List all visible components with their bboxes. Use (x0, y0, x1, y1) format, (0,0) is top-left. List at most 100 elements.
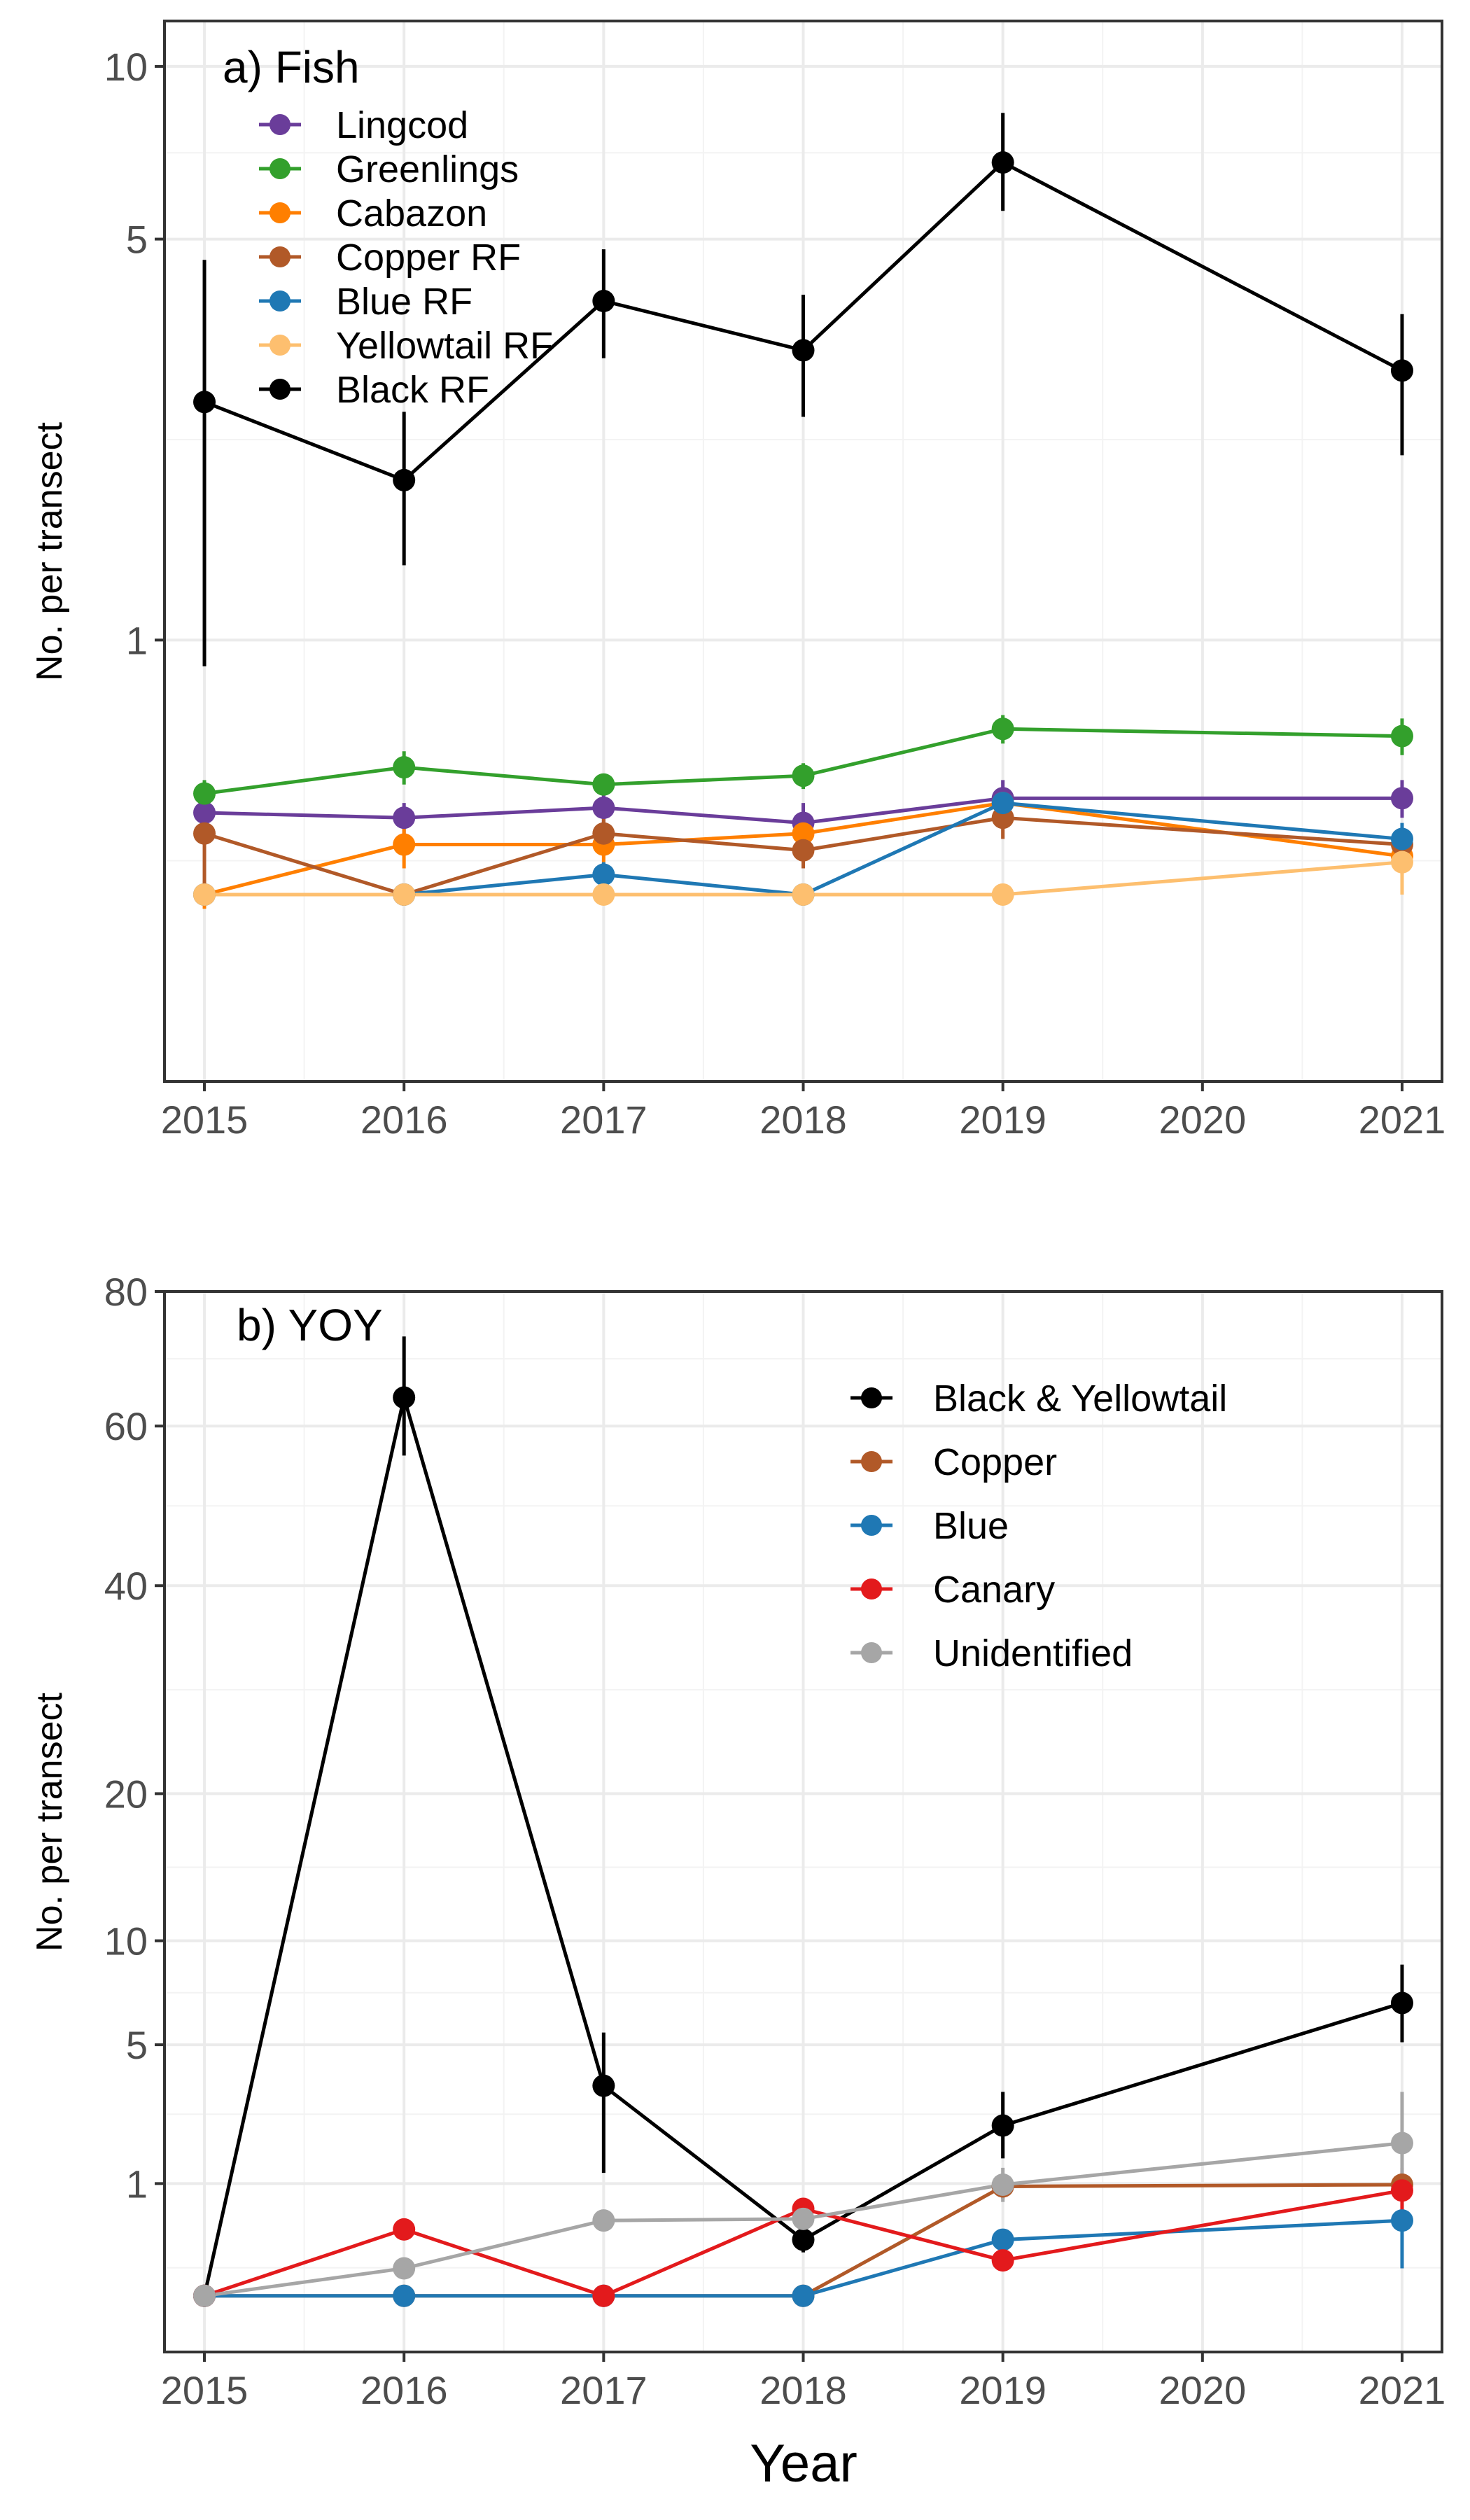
b-y-tick-label: 20 (104, 1772, 148, 1816)
a-legend-key-greenlings (270, 158, 290, 179)
a-point-blue-rf (592, 863, 615, 886)
b-point-unidentified (792, 2207, 815, 2230)
b-y-tick-label: 1 (126, 2162, 148, 2206)
a-legend-label-black-rf: Black RF (336, 369, 489, 411)
b-point-blue (991, 2228, 1014, 2251)
panel-a-title: a) Fish (223, 42, 360, 92)
b-x-tick-label: 2018 (760, 2368, 847, 2412)
a-y-tick-label: 5 (126, 218, 148, 262)
b-series-line-unidentified (204, 2141, 1403, 2298)
a-series-line-cabazon (204, 801, 1403, 897)
b-x-tick-label: 2015 (161, 2368, 248, 2412)
b-legend-key-black-and-yellowtail (861, 1387, 882, 1408)
b-legend-label-unidentified: Unidentified (933, 1632, 1133, 1674)
a-point-greenlings (193, 782, 216, 805)
b-series-line-black-and-yellowtail (202, 1395, 1403, 2297)
b-legend-key-unidentified (861, 1642, 882, 1663)
a-point-greenlings (1390, 724, 1413, 748)
b-point-unidentified (393, 2257, 416, 2280)
b-point-blue (393, 2284, 416, 2307)
b-y-tick-label: 80 (104, 1270, 148, 1314)
b-point-black-and-yellowtail (991, 2114, 1014, 2137)
b-point-blue (1390, 2209, 1413, 2232)
a-legend-label-greenlings: Greenlings (336, 148, 519, 190)
panel-b-title: b) YOY (237, 1300, 383, 1350)
a-legend-label-lingcod: Lingcod (336, 104, 468, 146)
panel-a-fish: 1 5 10 2015 2016 2017 2018 2019 2020 2021 a) Fis… (29, 20, 1446, 1142)
a-point-greenlings (991, 718, 1014, 741)
panel-b-y-axis-label: No. per transect (29, 1692, 70, 1951)
a-series-line-black-rf (204, 160, 1404, 482)
b-legend-key-blue (861, 1515, 882, 1536)
a-legend-label-copper-rf: Copper RF (336, 237, 521, 279)
b-point-black-and-yellowtail (1390, 1991, 1413, 2015)
a-point-yellowtail-rf (1390, 850, 1413, 874)
a-point-lingcod (193, 802, 216, 825)
a-point-cabazon (792, 822, 815, 845)
a-x-tick-label: 2018 (760, 1098, 847, 1142)
a-point-lingcod (393, 806, 416, 830)
a-x-tick-label: 2016 (360, 1098, 448, 1142)
panel-a-y-axis-label: No. per transect (29, 421, 70, 680)
b-y-tick-label: 5 (126, 2023, 148, 2067)
a-point-black-rf (792, 339, 815, 362)
a-point-greenlings (393, 756, 416, 779)
b-y-tick-label: 10 (104, 1919, 148, 1963)
a-point-yellowtail-rf (991, 883, 1014, 906)
a-x-tick-label: 2017 (560, 1098, 648, 1142)
x-axis-label: Year (750, 2434, 858, 2493)
a-point-black-rf (991, 151, 1014, 174)
b-point-black-and-yellowtail (592, 2074, 615, 2097)
b-point-unidentified (592, 2209, 615, 2232)
a-point-blue-rf (991, 792, 1014, 815)
a-point-yellowtail-rf (193, 883, 216, 906)
a-point-copper-rf (592, 822, 615, 845)
b-point-blue (792, 2284, 815, 2307)
a-legend-key-lingcod (270, 114, 290, 135)
a-point-black-rf (193, 391, 216, 414)
b-y-tick-label: 40 (104, 1564, 148, 1608)
a-point-lingcod (592, 797, 615, 820)
b-legend-key-copper (861, 1451, 882, 1472)
b-legend-label-black-and-yellowtail: Black & Yellowtail (933, 1378, 1227, 1420)
a-legend-key-yellowtail-rf (270, 335, 290, 356)
panel-b-legend: Black & Yellowtail Copper Blue Canary Uniden… (850, 1378, 1227, 1674)
b-point-canary (393, 2218, 416, 2241)
a-legend-key-blue-rf (270, 290, 290, 312)
b-legend-label-canary: Canary (933, 1569, 1055, 1611)
a-series-line-greenlings (204, 727, 1403, 796)
a-point-black-rf (1390, 359, 1413, 382)
b-y-tick-label: 60 (104, 1404, 148, 1448)
a-legend-label-cabazon: Cabazon (336, 192, 487, 234)
b-x-tick-label: 2017 (560, 2368, 648, 2412)
b-legend-label-copper: Copper (933, 1441, 1057, 1483)
a-legend-key-cabazon (270, 202, 290, 223)
a-point-yellowtail-rf (792, 883, 815, 906)
b-x-tick-label: 2016 (360, 2368, 448, 2412)
b-point-unidentified (991, 2173, 1014, 2196)
a-legend-key-copper-rf (270, 246, 290, 267)
a-legend-label-yellowtail-rf: Yellowtail RF (336, 325, 553, 367)
b-series-line-canary (204, 2188, 1403, 2298)
a-x-tick-label: 2015 (161, 1098, 248, 1142)
a-point-greenlings (792, 764, 815, 788)
b-point-unidentified (193, 2284, 216, 2307)
b-x-tick-label: 2019 (959, 2368, 1046, 2412)
a-series-line-copper-rf (204, 816, 1403, 897)
a-legend-key-black-rf (270, 379, 290, 400)
b-point-unidentified (1390, 2132, 1413, 2155)
a-point-black-rf (592, 290, 615, 313)
a-point-copper-rf (193, 822, 216, 845)
b-point-canary (592, 2284, 615, 2307)
b-series-line-blue (204, 2218, 1403, 2298)
a-y-tick-label: 10 (104, 45, 148, 89)
a-legend-label-blue-rf: Blue RF (336, 281, 472, 323)
b-x-tick-label: 2020 (1159, 2368, 1247, 2412)
b-point-black-and-yellowtail (792, 2228, 815, 2251)
a-series-line-lingcod (204, 796, 1402, 825)
b-legend-key-canary (861, 1578, 882, 1600)
b-point-black-and-yellowtail (393, 1386, 416, 1409)
a-point-black-rf (393, 468, 416, 491)
a-point-yellowtail-rf (393, 883, 416, 906)
